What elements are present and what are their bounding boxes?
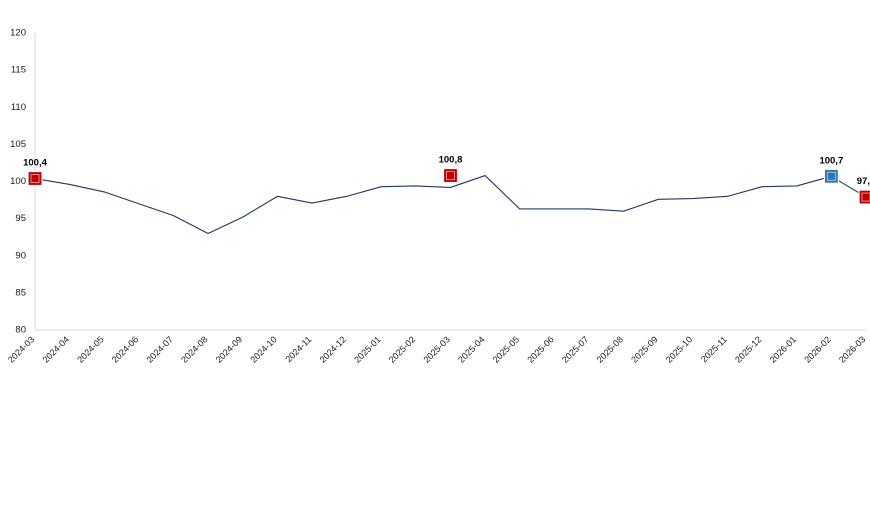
x-axis-tick-label: 2024-09: [214, 334, 244, 364]
data-point-marker[interactable]: [858, 189, 870, 205]
y-axis-tick-label: 80: [15, 325, 26, 336]
data-point-value-label: 100,4: [23, 158, 47, 169]
x-axis-tick-label: 2026-01: [768, 334, 798, 364]
x-axis-tick-label: 2025-11: [699, 334, 729, 364]
x-axis-tick-label: 2025-09: [629, 334, 659, 364]
x-axis-tick-label: 2024-08: [179, 334, 209, 364]
x-axis-tick-label: 2024-07: [144, 334, 174, 364]
x-axis-tick-label: 2024-10: [248, 334, 278, 364]
x-axis-tick-label: 2026-02: [802, 334, 832, 364]
x-axis-tick-label: 2025-01: [352, 334, 382, 364]
data-point-marker[interactable]: [27, 170, 43, 187]
data-point-marker-inner: [446, 171, 455, 181]
x-axis-tick-label: 2024-06: [110, 334, 140, 364]
y-axis-tick-label: 100: [10, 176, 26, 187]
x-axis-tick-label: 2024-05: [75, 334, 105, 364]
data-point-value-label: 100,7: [819, 155, 843, 166]
x-axis-tick-label: 2024-04: [41, 334, 71, 364]
x-axis-tick-label: 2025-07: [560, 334, 590, 364]
x-axis-tick-label: 2025-03: [421, 334, 451, 364]
x-axis-tick-label: 2024-03: [6, 334, 36, 364]
x-axis-tick-label: 2025-08: [595, 334, 625, 364]
x-axis-tick-label: 2024-11: [283, 334, 313, 364]
x-axis-tick-label: 2025-12: [733, 334, 763, 364]
data-point-marker-inner: [30, 174, 40, 184]
data-point-value-label: 100,8: [439, 155, 463, 166]
data-series-line: [34, 175, 867, 235]
x-axis-tick-label: 2025-05: [491, 334, 521, 364]
y-axis-tick-label: 85: [15, 287, 26, 298]
x-axis-tick-label: 2025-02: [387, 334, 417, 364]
y-axis-tick-label: 115: [11, 65, 26, 76]
data-point-marker[interactable]: [823, 168, 839, 184]
x-axis-tick-label: 2026-03: [837, 334, 867, 364]
data-point-marker[interactable]: [442, 167, 459, 184]
y-axis-tick-label: 95: [15, 213, 26, 224]
x-axis-tick-label: 2025-10: [664, 334, 694, 364]
x-axis-tick-label: 2024-12: [318, 334, 348, 364]
x-axis-tick-label: 2025-06: [525, 334, 555, 364]
y-axis-tick-label: 110: [11, 102, 26, 113]
y-axis-tick-label: 120: [10, 28, 26, 39]
x-axis-tick-label: 2025-04: [456, 334, 486, 364]
data-point-marker-inner: [861, 192, 870, 202]
data-point-value-label: 97,9: [857, 176, 870, 187]
y-axis-tick-label: 90: [15, 250, 26, 261]
data-point-marker-inner: [826, 171, 836, 181]
y-axis-tick-label: 105: [10, 139, 26, 150]
